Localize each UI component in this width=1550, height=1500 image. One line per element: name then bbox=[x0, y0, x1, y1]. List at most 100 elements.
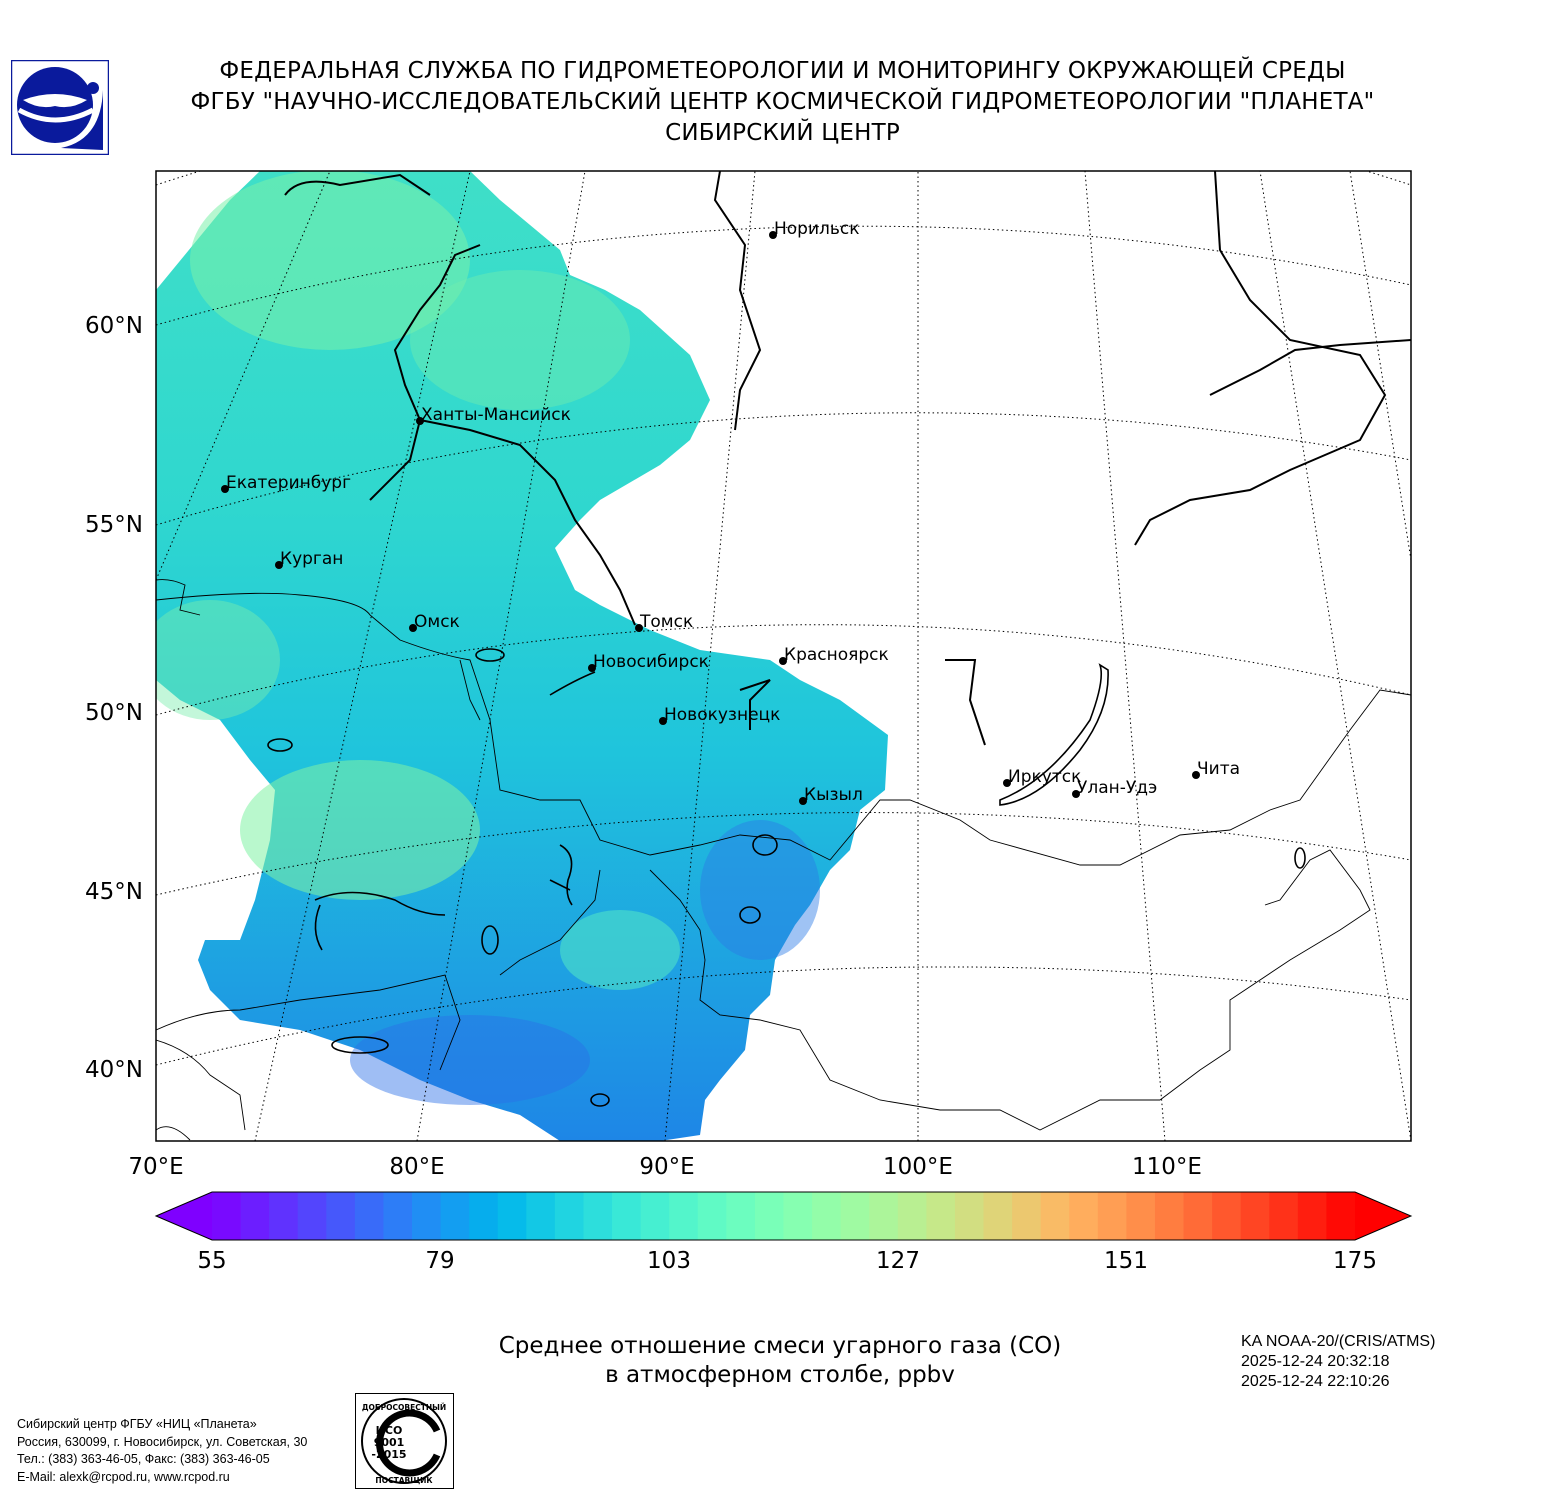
city-label: Норильск bbox=[774, 219, 860, 239]
colorbar-cell bbox=[554, 1192, 585, 1240]
colorbar-cell bbox=[1012, 1192, 1042, 1240]
city-label: Томск bbox=[639, 612, 693, 632]
borders bbox=[156, 579, 1411, 1141]
lat-label: 40°N bbox=[85, 1057, 143, 1083]
city-label: Омск bbox=[414, 612, 460, 632]
colorbar-tick-label: 55 bbox=[197, 1248, 226, 1274]
header: ФЕДЕРАЛЬНАЯ СЛУЖБА ПО ГИДРОМЕТЕОРОЛОГИИ … bbox=[150, 56, 1415, 149]
lat-label: 55°N bbox=[85, 512, 143, 538]
colorbar-tick-label: 103 bbox=[647, 1248, 691, 1274]
map-frame bbox=[155, 170, 1412, 1142]
colorbar-cell bbox=[1126, 1192, 1156, 1240]
colorbar-extend-low bbox=[156, 1192, 212, 1240]
colorbar-cell bbox=[497, 1192, 527, 1240]
lat-label: 60°N bbox=[85, 313, 143, 339]
co-map: 60°N 55°N 50°N 45°N 40°N 70°E 80°E 90°E … bbox=[85, 170, 1413, 1274]
colorbar-cell bbox=[1212, 1192, 1242, 1240]
co-high-patch bbox=[410, 270, 630, 410]
caption-line-2: в атмосферном столбе, ppbv bbox=[605, 1362, 955, 1388]
city-marker: Чита bbox=[1192, 759, 1240, 779]
city-label: Иркутск bbox=[1008, 767, 1081, 787]
co-high-patch bbox=[156, 600, 280, 720]
lon-label: 80°E bbox=[389, 1154, 444, 1180]
city-label: Курган bbox=[280, 549, 343, 569]
co-low-patch bbox=[350, 1015, 590, 1105]
lake-baikal bbox=[999, 663, 1109, 806]
city-label: Новокузнецк bbox=[664, 705, 780, 725]
colorbar-cell bbox=[869, 1192, 899, 1240]
rivers bbox=[284, 171, 1411, 746]
lakes bbox=[267, 648, 1306, 1107]
iso-line-1: ИСО bbox=[376, 1424, 403, 1437]
parallels bbox=[156, 171, 1411, 1066]
colorbar-outline bbox=[154, 1191, 1413, 1241]
iso-certification-badge: ДОБРОСОВЕСТНЫЙ ИСО 9001 -2015 ПОСТАВЩИК bbox=[355, 1393, 454, 1489]
colorbar-cell bbox=[354, 1192, 385, 1240]
colorbar-cell bbox=[1297, 1192, 1328, 1240]
city-label: Красноярск bbox=[784, 645, 889, 665]
colorbar-cell bbox=[812, 1192, 842, 1240]
colorbar-cell bbox=[526, 1192, 556, 1240]
footer-org: Сибирский центр ФГБУ «НИЦ «Планета» bbox=[17, 1417, 257, 1431]
city-label: Екатеринбург bbox=[226, 473, 351, 493]
co-high-patch bbox=[240, 760, 480, 900]
colorbar-cell bbox=[640, 1192, 670, 1240]
lon-label: 70°E bbox=[128, 1154, 183, 1180]
satellite-info: KA NOAA-20/(CRIS/ATMS) 2025-12-24 20:32:… bbox=[1241, 1332, 1435, 1392]
colorbar-cell bbox=[1240, 1192, 1270, 1240]
colorbar-cell bbox=[1326, 1192, 1356, 1240]
colorbar-cell bbox=[240, 1192, 270, 1240]
lat-label: 45°N bbox=[85, 879, 143, 905]
co-low-patch bbox=[700, 820, 820, 960]
city-marker: Улан-Удэ bbox=[1072, 778, 1157, 798]
colorbar-cell bbox=[269, 1192, 299, 1240]
colorbar-cell bbox=[754, 1192, 785, 1240]
city-marker: Новокузнецк bbox=[659, 705, 780, 725]
colorbar-cell bbox=[1097, 1192, 1127, 1240]
lat-labels: 60°N 55°N 50°N 45°N 40°N bbox=[85, 313, 143, 1083]
co-high-patch bbox=[560, 910, 680, 990]
colorbar-extend-high bbox=[1355, 1192, 1411, 1240]
colorbar-cell bbox=[469, 1192, 499, 1240]
colorbar-cell bbox=[983, 1192, 1013, 1240]
city-marker: Красноярск bbox=[779, 645, 889, 665]
colorbar-cell bbox=[297, 1192, 327, 1240]
lon-label: 90°E bbox=[639, 1154, 694, 1180]
colorbar-cell bbox=[954, 1192, 985, 1240]
colorbar-cell bbox=[926, 1192, 956, 1240]
colorbar-cell bbox=[1040, 1192, 1070, 1240]
cities: Норильск Ханты-Мансийск Екатеринбург Кур… bbox=[221, 219, 1240, 805]
colorbar-cell bbox=[840, 1192, 870, 1240]
satellite-time-end: 2025-12-24 22:10:26 bbox=[1241, 1373, 1390, 1390]
colorbar-cell bbox=[669, 1192, 699, 1240]
lon-label: 110°E bbox=[1132, 1154, 1202, 1180]
city-marker: Норильск bbox=[769, 219, 860, 239]
colorbar-cell bbox=[1069, 1192, 1099, 1240]
co-high-patch bbox=[190, 171, 470, 350]
colorbar-ticks: 55 79 103 127 151 175 bbox=[197, 1248, 1377, 1274]
iso-bottom-text: ПОСТАВЩИК bbox=[375, 1476, 433, 1485]
colorbar-cell bbox=[326, 1192, 356, 1240]
city-label: Чита bbox=[1197, 759, 1240, 779]
colorbar-cell bbox=[1269, 1192, 1299, 1240]
city-marker: Ханты-Мансийск bbox=[416, 405, 571, 425]
lon-labels: 70°E 80°E 90°E 100°E 110°E bbox=[128, 1154, 1202, 1180]
footer-address: Россия, 630099, г. Новосибирск, ул. Сове… bbox=[17, 1434, 308, 1449]
iso-line-2: 9001 bbox=[374, 1436, 405, 1449]
colorbar-cell bbox=[440, 1192, 470, 1240]
city-marker: Томск bbox=[635, 612, 693, 632]
colorbar-cell bbox=[212, 1192, 242, 1240]
city-label: Кызыл bbox=[804, 785, 863, 805]
colorbar-cell bbox=[726, 1192, 756, 1240]
iso-top-text: ДОБРОСОВЕСТНЫЙ bbox=[362, 1403, 446, 1412]
city-label: Улан-Удэ bbox=[1077, 778, 1157, 798]
city-label: Ханты-Мансийск bbox=[421, 405, 571, 425]
footer-email: E-Mail: alexk@rcpod.ru, www.rcpod.ru bbox=[17, 1469, 230, 1484]
map-area bbox=[156, 171, 1411, 1141]
header-line-2: ФГБУ "НАУЧНО-ИССЛЕДОВАТЕЛЬСКИЙ ЦЕНТР КОС… bbox=[190, 89, 1375, 115]
lon-label: 100°E bbox=[883, 1154, 953, 1180]
colorbar-tick-label: 151 bbox=[1104, 1248, 1148, 1274]
planeta-logo-icon bbox=[11, 60, 109, 155]
city-marker: Новосибирск bbox=[588, 652, 709, 672]
footer-phone: Тел.: (383) 363-46-05, Факс: (383) 363-4… bbox=[17, 1452, 270, 1466]
